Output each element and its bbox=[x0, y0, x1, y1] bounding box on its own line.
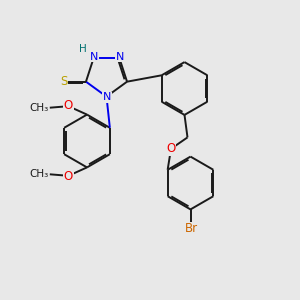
Text: N: N bbox=[90, 52, 98, 62]
Text: O: O bbox=[64, 170, 73, 183]
Text: Br: Br bbox=[184, 222, 198, 236]
Text: CH₃: CH₃ bbox=[30, 103, 49, 113]
Text: S: S bbox=[60, 75, 67, 88]
Text: O: O bbox=[64, 99, 73, 112]
Text: CH₃: CH₃ bbox=[30, 169, 49, 179]
Text: N: N bbox=[116, 52, 124, 62]
Text: N: N bbox=[103, 92, 111, 102]
Text: O: O bbox=[167, 142, 176, 155]
Text: H: H bbox=[79, 44, 86, 54]
